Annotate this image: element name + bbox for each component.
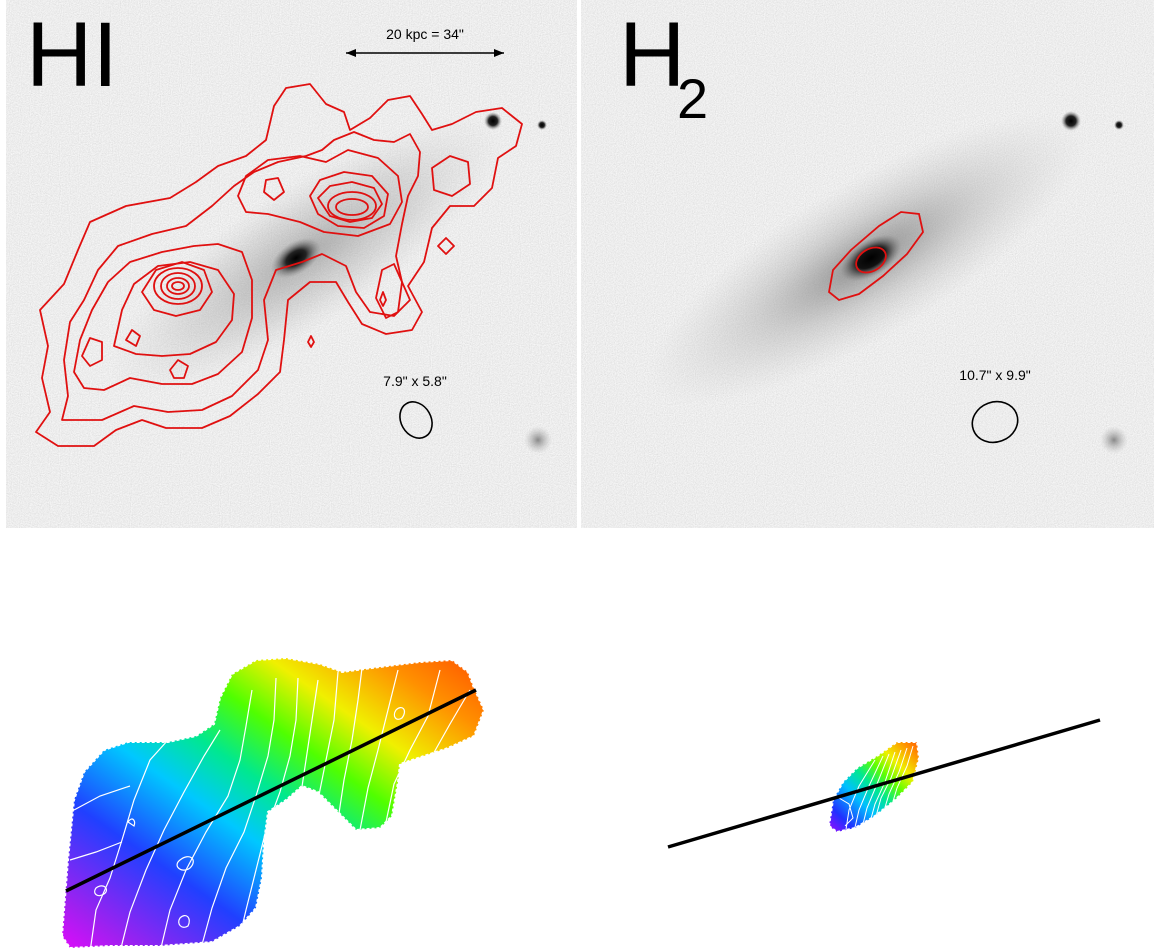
h2-label-main: H: [619, 4, 685, 106]
hi-contour-island: [81, 337, 103, 367]
hi-contours: [35, 83, 523, 447]
hi-intensity-panel: 20 kpc = 34" 7.9" x 5.8" HI: [6, 0, 577, 528]
background-galaxy: [1100, 426, 1128, 454]
isovelocity-contour: [844, 759, 876, 832]
isovelocity-contour: [89, 739, 169, 948]
scale-bar-label: 20 kpc = 34": [386, 26, 464, 42]
hi-contour-island: [379, 291, 387, 307]
h2-velocity-field-edge: [827, 741, 921, 834]
hi-velocity-colormap: [62, 658, 484, 948]
hi-contour-level-6: [153, 267, 203, 305]
foreground-star: [484, 112, 502, 130]
isovelocity-contour: [874, 749, 902, 821]
isovelocity-contour: [69, 841, 123, 861]
hi-beam-ellipse: [399, 401, 433, 439]
hi-contour-peak-2-mid: [309, 171, 389, 229]
isovelocity-contour: [299, 679, 319, 801]
hi-contour-peak-2-outer: [237, 149, 403, 237]
foreground-star: [1114, 120, 1124, 130]
h2-major-axis-line: [667, 718, 1101, 849]
isovelocity-contour: [199, 677, 277, 948]
hi-contour-island: [307, 335, 315, 348]
h2-velocity-panel: [577, 560, 1154, 952]
hi-contour-level-1: [35, 83, 523, 447]
hi-velocity-field-edge: [60, 656, 486, 950]
hi-contour-peak-2-inner: [317, 181, 383, 223]
isovelocity-contour: [882, 747, 908, 815]
isovelocity-contour: [119, 729, 221, 948]
isovelocity-contour: [868, 751, 896, 827]
h2-label-subscript: 2: [677, 67, 708, 130]
hi-contour-level-4: [113, 261, 235, 357]
isovelocity-contour: [317, 671, 339, 801]
scale-bar-arrow-left: [346, 49, 356, 57]
hi-contour-level-3: [73, 243, 253, 391]
h2-isovelocity-contours: [838, 745, 914, 832]
hi-panel-label: HI: [26, 4, 118, 106]
h2-panel-label: H 2: [619, 4, 708, 130]
isovelocity-contour: [127, 818, 136, 827]
scale-bar: 20 kpc = 34": [346, 26, 504, 57]
isovelocity-contour: [359, 669, 399, 831]
hi-contour-island: [125, 329, 141, 347]
hi-contour-level-7: [160, 272, 196, 300]
isovelocity-contour: [431, 689, 471, 757]
hi-contour-level-5: [141, 261, 213, 317]
hi-contour-level-9: [171, 281, 185, 291]
h2-contours: [828, 211, 924, 301]
hi-contour-island: [263, 177, 285, 201]
h2-intensity-map: 10.7" x 9.9" H 2: [581, 0, 1154, 528]
isovelocity-contour: [178, 914, 190, 928]
hi-velocity-field: [60, 656, 486, 950]
hi-isovelocity-contours: [69, 667, 471, 948]
isovelocity-contour: [176, 856, 194, 871]
h2-velocity-field: [667, 718, 1101, 849]
isovelocity-contour: [385, 669, 441, 823]
hi-contour-peak-2-core: [327, 191, 377, 221]
isovelocity-contour: [393, 706, 406, 720]
hi-contour-island: [437, 237, 455, 255]
isovelocity-contour: [838, 797, 854, 827]
foreground-star: [537, 120, 547, 130]
hi-beam-label: 7.9" x 5.8": [383, 373, 447, 389]
background-galaxy: [524, 426, 552, 454]
isovelocity-contour: [94, 885, 108, 897]
h2-beam-ellipse: [971, 400, 1019, 444]
hi-contour-island: [169, 359, 189, 379]
hi-contour-peak-2-center: [335, 198, 369, 216]
h2-beam-label: 10.7" x 9.9": [959, 367, 1030, 383]
hi-major-axis-line: [65, 688, 477, 893]
hi-contour-island: [375, 263, 403, 319]
h2-contour-outer: [828, 211, 924, 301]
foreground-star: [1061, 111, 1081, 131]
hi-contour-level-2: [61, 131, 421, 421]
isovelocity-contour: [852, 755, 884, 832]
hi-contour-island: [431, 155, 471, 197]
h2-contour-inner: [855, 246, 887, 274]
isovelocity-contour: [159, 689, 253, 948]
galaxy-nucleus: [840, 234, 902, 282]
scale-bar-arrow-right: [494, 49, 504, 57]
hi-velocity-panel: [0, 560, 577, 952]
isovelocity-contour: [337, 667, 363, 821]
hi-intensity-map: 20 kpc = 34" 7.9" x 5.8" HI: [6, 0, 577, 528]
hi-contour-level-8: [166, 277, 190, 295]
isovelocity-contour: [73, 785, 131, 811]
isovelocity-contour: [860, 753, 890, 832]
h2-intensity-panel: 10.7" x 9.9" H 2: [581, 0, 1154, 528]
